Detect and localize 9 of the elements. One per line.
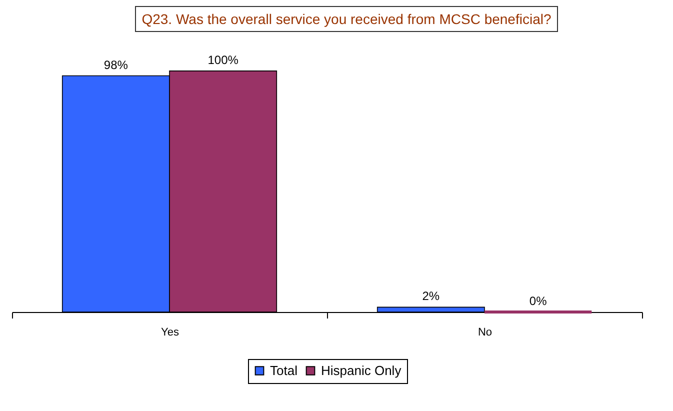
chart-title: Q23. Was the overall service you received from MCSC beneficial? [134, 6, 558, 32]
data-label: 0% [529, 294, 548, 308]
legend-label: Hispanic Only [321, 362, 402, 378]
data-label: 2% [422, 289, 440, 304]
data-label: 98% [104, 58, 128, 72]
x-tick-label: No [478, 326, 492, 338]
legend-label: Total [270, 362, 298, 378]
data-label: 100% [208, 52, 239, 67]
x-tick-label: Yes [161, 326, 180, 338]
